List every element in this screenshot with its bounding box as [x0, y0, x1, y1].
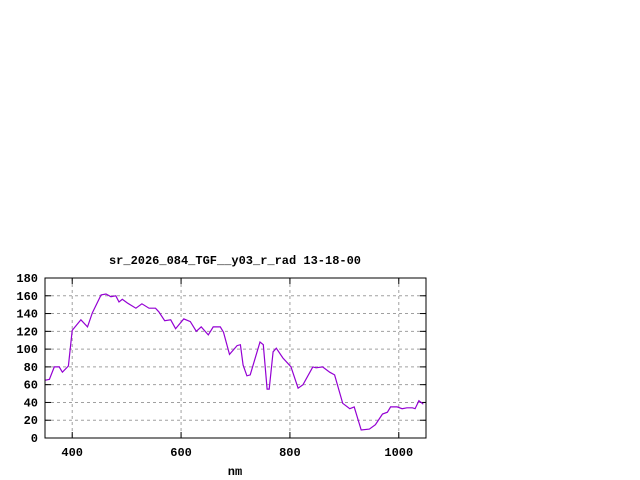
y-tick-label: 0 — [31, 432, 38, 446]
x-tick-label: 600 — [170, 446, 192, 460]
y-tick-label: 180 — [16, 272, 38, 286]
x-tick-label: 800 — [279, 446, 301, 460]
y-tick-label: 140 — [16, 308, 38, 322]
y-tick-label: 60 — [24, 379, 38, 393]
y-tick-label: 40 — [24, 396, 38, 410]
chart-title: sr_2026_084_TGF__y03_r_rad 13-18-00 — [109, 254, 361, 268]
y-tick-label: 160 — [16, 290, 38, 304]
x-tick-label: 1000 — [384, 446, 413, 460]
x-axis-label: nm — [228, 465, 242, 479]
plot-border — [44, 277, 427, 439]
y-tick-label: 100 — [16, 343, 38, 357]
x-tick-label: 400 — [61, 446, 83, 460]
grid — [45, 278, 426, 438]
y-tick-label: 120 — [16, 325, 38, 339]
axis-ticks: 0 20 40 60 80 100 120 140 160 180 400 600 800 1000 — [16, 272, 426, 460]
y-tick-label: 80 — [24, 361, 38, 375]
series-line — [45, 293, 424, 431]
y-tick-label: 20 — [24, 414, 38, 428]
